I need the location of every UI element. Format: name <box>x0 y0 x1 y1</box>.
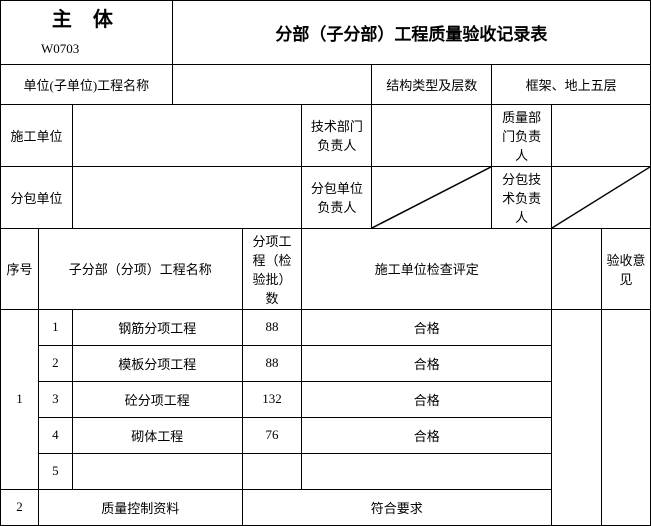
tech-dept-head-value <box>372 104 492 166</box>
table-row: 1 1 钢筋分项工程 88 合格 <box>1 309 651 345</box>
construction-unit-label: 施工单位 <box>1 104 73 166</box>
quality-dept-head-label: 质量部门负责人 <box>492 104 552 166</box>
col-blank <box>552 228 602 309</box>
row-sub: 5 <box>38 453 72 489</box>
row-sub: 1 <box>38 309 72 345</box>
qc-label: 质量控制资料 <box>38 489 242 525</box>
row-batch <box>242 453 302 489</box>
row-sub: 3 <box>38 381 72 417</box>
col-assess: 施工单位检查评定 <box>302 228 552 309</box>
structure-type-label: 结构类型及层数 <box>372 64 492 104</box>
quality-dept-head-value <box>552 104 651 166</box>
row-batch: 132 <box>242 381 302 417</box>
row-batch: 88 <box>242 309 302 345</box>
col-name: 子分部（分项）工程名称 <box>38 228 242 309</box>
col-opinion: 验收意见 <box>601 228 650 309</box>
subcontract-unit-label: 分包单位 <box>1 166 73 228</box>
subcontract-tech-head-slash <box>552 166 651 228</box>
title-right: 分部（子分部）工程质量验收记录表 <box>172 1 650 65</box>
row-assess <box>302 453 552 489</box>
title-left: 主 体 <box>1 1 173 35</box>
col-batch: 分项工程（检验批）数 <box>242 228 302 309</box>
row-batch: 88 <box>242 345 302 381</box>
group-seq: 1 <box>1 309 39 489</box>
row-name: 钢筋分项工程 <box>72 309 242 345</box>
opinion-col <box>601 309 650 525</box>
subcontract-tech-head-label: 分包技术负责人 <box>492 166 552 228</box>
row-assess: 合格 <box>302 417 552 453</box>
row-name <box>72 453 242 489</box>
qc-seq: 2 <box>1 489 39 525</box>
subcontract-unit-value <box>72 166 302 228</box>
row-name: 砌体工程 <box>72 417 242 453</box>
unit-project-label: 单位(子单位)工程名称 <box>1 64 173 104</box>
col-seq: 序号 <box>1 228 39 309</box>
row-assess: 合格 <box>302 381 552 417</box>
form-code: W0703 <box>1 34 173 64</box>
unit-project-value <box>172 64 372 104</box>
row-name: 砼分项工程 <box>72 381 242 417</box>
structure-type-value: 框架、地上五层 <box>492 64 651 104</box>
row-name: 模板分项工程 <box>72 345 242 381</box>
acceptance-record-table: 主 体 分部（子分部）工程质量验收记录表 W0703 单位(子单位)工程名称 结… <box>0 0 651 526</box>
row-assess: 合格 <box>302 309 552 345</box>
row-sub: 4 <box>38 417 72 453</box>
blank-col <box>552 309 602 525</box>
row-assess: 合格 <box>302 345 552 381</box>
row-batch: 76 <box>242 417 302 453</box>
qc-assess: 符合要求 <box>242 489 551 525</box>
row-sub: 2 <box>38 345 72 381</box>
construction-unit-value <box>72 104 302 166</box>
subcontract-head-label: 分包单位负责人 <box>302 166 372 228</box>
tech-dept-head-label: 技术部门负责人 <box>302 104 372 166</box>
subcontract-head-slash <box>372 166 492 228</box>
